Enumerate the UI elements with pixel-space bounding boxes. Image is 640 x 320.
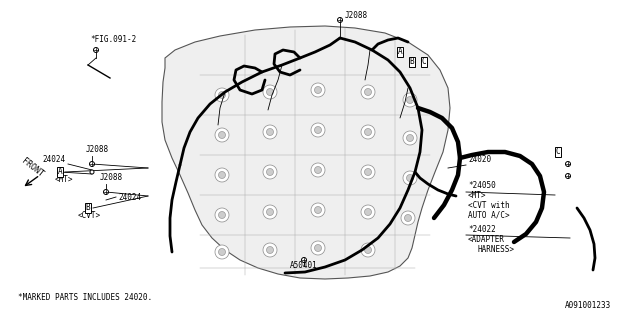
Text: HARNESS>: HARNESS> (478, 245, 515, 254)
Circle shape (263, 85, 277, 99)
Text: *FIG.091-2: *FIG.091-2 (90, 35, 136, 44)
Text: *24022: *24022 (468, 225, 496, 234)
Circle shape (403, 131, 417, 145)
Text: *24050: *24050 (468, 181, 496, 190)
Text: A50401: A50401 (290, 261, 318, 270)
Text: <MT>: <MT> (468, 191, 486, 200)
Circle shape (218, 249, 225, 255)
Text: B: B (86, 204, 90, 212)
Text: <CVT with: <CVT with (468, 201, 509, 210)
Text: C: C (422, 58, 426, 67)
Text: *MARKED PARTS INCLUDES 24020.: *MARKED PARTS INCLUDES 24020. (18, 293, 152, 302)
Circle shape (311, 83, 325, 97)
Polygon shape (162, 26, 450, 279)
Text: 24024: 24024 (42, 155, 65, 164)
Circle shape (361, 125, 375, 139)
Circle shape (218, 212, 225, 219)
Circle shape (406, 134, 413, 141)
Text: J2088: J2088 (345, 11, 368, 20)
Circle shape (361, 205, 375, 219)
Circle shape (218, 92, 225, 99)
Circle shape (311, 163, 325, 177)
Circle shape (311, 123, 325, 137)
Circle shape (403, 93, 417, 107)
Circle shape (365, 89, 371, 95)
Circle shape (266, 169, 273, 175)
Circle shape (266, 89, 273, 95)
Circle shape (401, 211, 415, 225)
Circle shape (314, 166, 321, 173)
Circle shape (215, 245, 229, 259)
Text: 24020: 24020 (468, 155, 491, 164)
Circle shape (266, 246, 273, 253)
Text: J2088: J2088 (100, 173, 123, 182)
Circle shape (406, 97, 413, 103)
Circle shape (311, 203, 325, 217)
Text: <ADAPTER: <ADAPTER (468, 235, 505, 244)
Circle shape (263, 243, 277, 257)
Circle shape (314, 126, 321, 133)
Circle shape (403, 171, 417, 185)
Circle shape (566, 162, 570, 166)
Circle shape (215, 128, 229, 142)
Text: FRONT: FRONT (19, 157, 45, 179)
Circle shape (365, 129, 371, 135)
Text: C: C (556, 148, 560, 156)
Text: AUTO A/C>: AUTO A/C> (468, 211, 509, 220)
Circle shape (365, 209, 371, 215)
Circle shape (215, 88, 229, 102)
Circle shape (301, 258, 307, 262)
Circle shape (365, 246, 371, 253)
Circle shape (361, 165, 375, 179)
Circle shape (337, 18, 342, 22)
Circle shape (263, 165, 277, 179)
Circle shape (314, 206, 321, 213)
Text: A: A (58, 167, 62, 177)
Circle shape (311, 241, 325, 255)
Circle shape (365, 169, 371, 175)
Circle shape (266, 209, 273, 215)
Circle shape (406, 174, 413, 181)
Text: 24024: 24024 (118, 193, 141, 202)
Circle shape (266, 129, 273, 135)
Circle shape (361, 85, 375, 99)
Text: <CVT>: <CVT> (78, 211, 101, 220)
Text: A: A (397, 47, 403, 57)
Circle shape (314, 86, 321, 93)
Circle shape (93, 47, 99, 52)
Circle shape (215, 208, 229, 222)
Text: A091001233: A091001233 (565, 301, 611, 310)
Circle shape (361, 243, 375, 257)
Circle shape (104, 189, 109, 195)
Text: B: B (410, 58, 414, 67)
Circle shape (218, 132, 225, 139)
Circle shape (566, 173, 570, 179)
Circle shape (90, 162, 95, 166)
Circle shape (218, 172, 225, 179)
Text: <MT>: <MT> (55, 175, 74, 184)
Text: J2088: J2088 (86, 145, 109, 154)
Circle shape (404, 214, 412, 221)
Circle shape (314, 244, 321, 252)
Circle shape (263, 205, 277, 219)
Circle shape (90, 170, 94, 174)
Circle shape (215, 168, 229, 182)
Circle shape (263, 125, 277, 139)
